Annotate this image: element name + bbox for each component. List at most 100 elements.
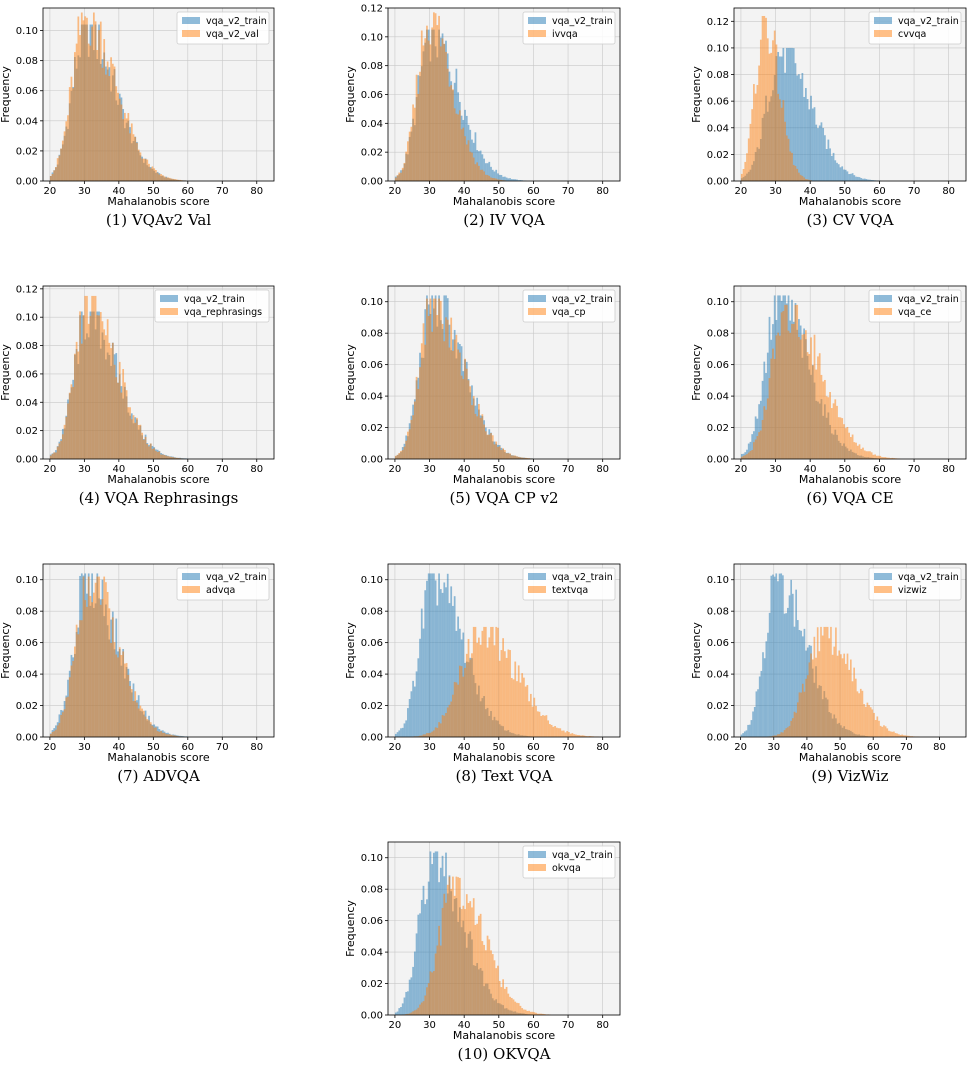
histogram-bar [439, 46, 442, 182]
histogram-bar [803, 334, 805, 459]
histogram-bar [431, 972, 434, 1015]
histogram-bar [792, 164, 795, 181]
histogram-bar [846, 427, 849, 459]
histogram-bar [856, 691, 859, 737]
histogram-bar [815, 657, 817, 737]
histogram-bar [438, 573, 440, 737]
panel-caption: (6) VQA CE [806, 489, 893, 507]
histogram-bar [431, 573, 434, 737]
histogram-bar [443, 43, 446, 181]
histogram-bar [478, 403, 480, 459]
histogram-bar [436, 727, 439, 737]
histogram-bar [798, 172, 800, 181]
histogram-bar [747, 452, 750, 459]
histogram-bar [481, 154, 484, 181]
legend-label: vqa_v2_train [206, 572, 267, 583]
histogram-bar [768, 53, 771, 181]
histogram-bar [869, 707, 872, 737]
histogram-bar [519, 457, 522, 459]
histogram-bar [800, 692, 802, 737]
histogram-bar [74, 646, 76, 737]
legend-label: vqa_cp [552, 307, 585, 318]
y-tick-label: 0.08 [361, 885, 383, 896]
histogram-bar [410, 126, 413, 181]
histogram-bar [483, 626, 485, 737]
histogram-bar [110, 642, 112, 737]
histogram-bar [401, 167, 404, 181]
x-axis-label: Mahalanobis score [453, 473, 555, 486]
histogram-bar [742, 733, 744, 737]
histogram-bar [163, 176, 166, 181]
histogram-bar [803, 96, 805, 181]
histogram-bar [438, 925, 440, 1015]
histogram-bar [410, 691, 413, 737]
histogram-bar [441, 907, 444, 1015]
histogram-bar [410, 1012, 413, 1015]
x-tick-label: 40 [112, 464, 125, 475]
x-tick-label: 20 [389, 742, 402, 753]
histogram-bar [754, 93, 757, 181]
histogram-bar [106, 61, 109, 181]
histogram-bar [841, 418, 844, 459]
histogram-bar [479, 644, 482, 737]
histogram-bar [460, 375, 463, 459]
histogram-bar [585, 736, 588, 737]
histogram-bar [505, 177, 508, 181]
histogram-bar [439, 723, 442, 737]
histogram-bar [84, 16, 87, 182]
histogram-bar [524, 1009, 527, 1015]
histogram-bar [455, 334, 458, 459]
histogram-bar [448, 603, 451, 737]
histogram-bar [51, 732, 54, 737]
histogram-bar [811, 108, 814, 181]
histogram-bar [893, 458, 896, 459]
histogram-bar [405, 991, 408, 1015]
histogram-bar [823, 626, 826, 737]
histogram-bar [820, 374, 823, 459]
x-tick-label: 80 [250, 464, 263, 475]
histogram-bar [79, 620, 81, 737]
histogram-bar [765, 641, 768, 737]
axes-frame [42, 7, 275, 182]
histogram-bar [424, 734, 427, 737]
x-tick-label: 30 [78, 464, 91, 475]
histogram-bar [780, 573, 783, 737]
histogram-bar [500, 450, 503, 459]
histogram-bar [747, 443, 750, 459]
histogram-bar [827, 397, 830, 459]
y-tick-label: 0.12 [707, 17, 729, 28]
histogram-bar [68, 392, 71, 459]
histogram-bar [830, 155, 833, 181]
histogram-bar [87, 323, 90, 459]
histogram-bar [441, 323, 444, 459]
legend-label: vqa_v2_train [552, 16, 613, 27]
histogram-bar [474, 164, 477, 181]
histogram-bar [124, 112, 126, 181]
histogram-bar [412, 1011, 414, 1015]
histogram-bar [901, 734, 904, 737]
y-tick-label: 0.02 [16, 701, 38, 712]
histogram-bar [796, 620, 799, 737]
histogram-bar [408, 699, 411, 737]
histogram-bar [137, 425, 140, 459]
histogram-bar [142, 158, 145, 181]
histogram-bar [528, 1010, 530, 1015]
histogram-bar [77, 16, 80, 182]
histogram-bar [92, 592, 95, 737]
histogram-bar [179, 458, 181, 459]
histogram-bar [779, 335, 781, 459]
histogram-bar [759, 400, 762, 459]
histogram-bar [514, 661, 517, 737]
histogram-bar [798, 74, 800, 181]
y-tick-label: 0.06 [16, 369, 38, 380]
histogram-bar [766, 398, 769, 459]
histogram-bar [507, 178, 510, 181]
histogram-bar [488, 939, 491, 1015]
histogram-bar [839, 167, 842, 181]
histogram-bar [765, 409, 767, 459]
chart-panel-2: 20 30 40 50 60 70 80 0.00 0.02 0.04 0.06 0.08 0.10 0.… [344, 4, 621, 229]
histogram-bar [65, 121, 68, 181]
histogram-bar [401, 450, 404, 459]
histogram-bar [787, 727, 789, 737]
histogram-bar [51, 174, 54, 181]
